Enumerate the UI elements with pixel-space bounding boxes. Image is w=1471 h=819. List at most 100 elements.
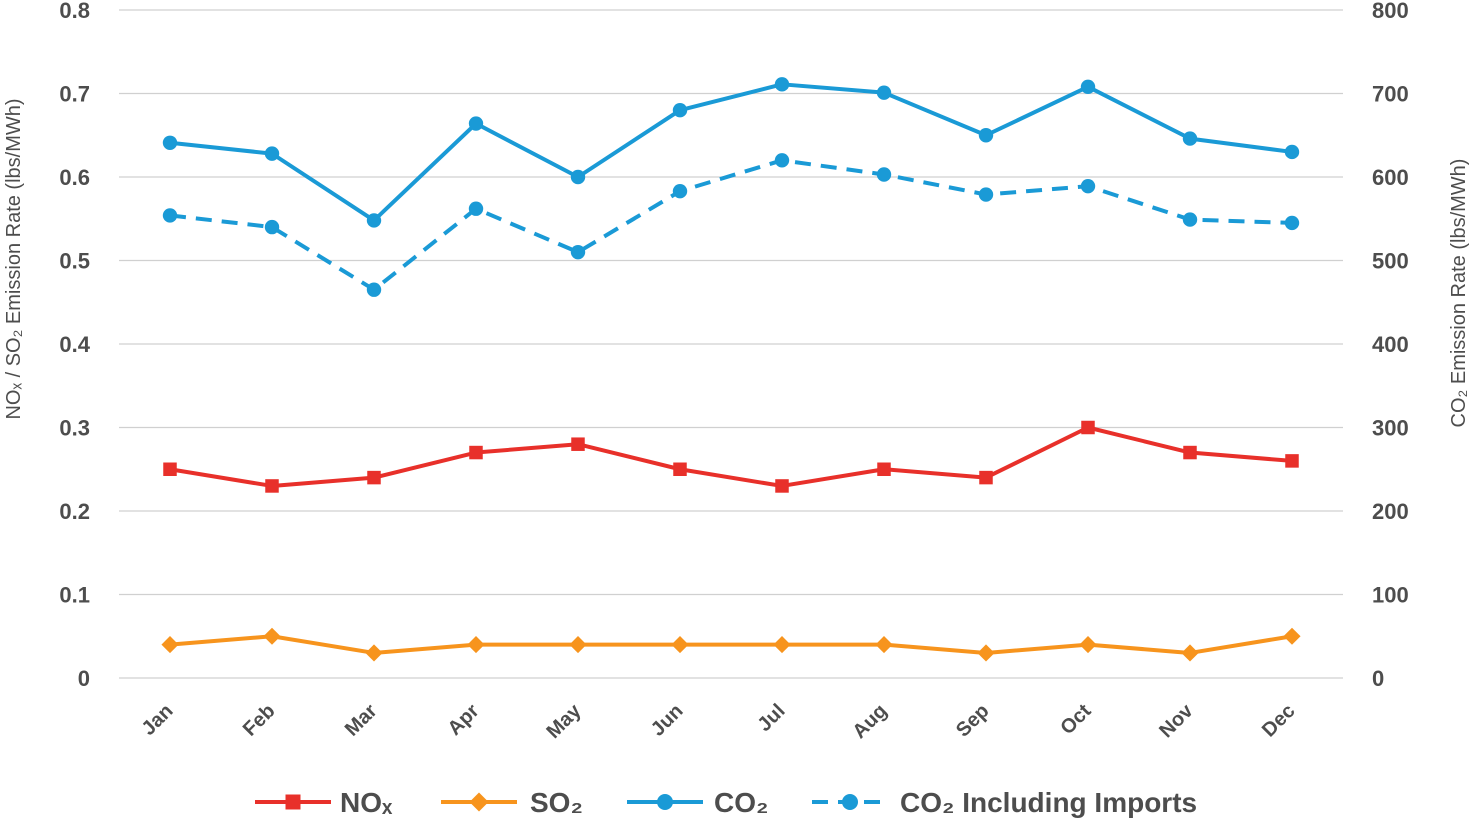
data-point-co2-including-imports bbox=[1284, 215, 1300, 231]
data-point-co2-including-imports bbox=[264, 219, 280, 235]
right-axis-title: CO₂ Emission Rate (lbs/MWh) bbox=[1448, 159, 1470, 428]
data-point-co2-including-imports bbox=[1182, 212, 1198, 227]
series-line-nox bbox=[169, 425, 1293, 488]
data-point-so2 bbox=[263, 627, 281, 645]
right-tick-label: 300 bbox=[1372, 416, 1409, 441]
left-tick-label: 0.3 bbox=[59, 416, 90, 441]
x-tick-label: Aug bbox=[848, 700, 891, 743]
data-point-co2 bbox=[468, 116, 484, 131]
data-point-co2 bbox=[1080, 79, 1096, 95]
left-tick-label: 0.5 bbox=[59, 249, 90, 274]
x-tick-label: Dec bbox=[1258, 700, 1300, 742]
legend-item-nox: NOₓ bbox=[255, 787, 393, 818]
left-tick-label: 0.2 bbox=[59, 499, 90, 524]
left-tick-label: 0.6 bbox=[59, 165, 90, 190]
series-line-co2-including-imports bbox=[169, 158, 1293, 292]
gridlines bbox=[119, 9, 1343, 679]
left-tick-label: 0 bbox=[78, 666, 90, 691]
data-point-nox bbox=[469, 445, 483, 460]
x-tick-label: Nov bbox=[1155, 699, 1198, 742]
data-point-co2-including-imports bbox=[978, 187, 994, 202]
x-tick-label: Sep bbox=[952, 700, 993, 741]
data-point-so2 bbox=[569, 636, 587, 654]
left-tick-label: 0.7 bbox=[59, 82, 90, 107]
data-point-co2 bbox=[672, 103, 688, 118]
x-tick-label: Jan bbox=[138, 700, 178, 740]
data-point-co2 bbox=[264, 146, 280, 161]
series-layer bbox=[161, 77, 1301, 662]
left-axis-ticks: 0 0.1 0.2 0.3 0.4 0.5 0.6 0.7 0.8 bbox=[59, 0, 90, 691]
right-tick-label: 800 bbox=[1372, 0, 1409, 23]
legend: NOₓ SO₂ CO₂ CO₂ Including Imports bbox=[255, 787, 1197, 818]
data-point-nox bbox=[1081, 420, 1095, 435]
series-so2 bbox=[161, 627, 1301, 662]
x-tick-label: Feb bbox=[239, 700, 280, 741]
data-point-so2 bbox=[1181, 644, 1199, 662]
data-point-so2 bbox=[977, 644, 995, 662]
legend-label: CO₂ bbox=[714, 787, 768, 818]
data-point-so2 bbox=[161, 636, 179, 654]
right-tick-label: 500 bbox=[1372, 249, 1409, 274]
data-point-so2 bbox=[773, 636, 791, 654]
x-tick-label: Mar bbox=[341, 700, 382, 741]
series-line-so2 bbox=[169, 634, 1293, 655]
series-nox bbox=[163, 420, 1299, 493]
legend-swatch-marker bbox=[842, 794, 858, 810]
right-axis-ticks: 0 100 200 300 400 500 600 700 800 bbox=[1372, 0, 1409, 691]
right-tick-label: 0 bbox=[1372, 666, 1384, 691]
data-point-nox bbox=[367, 470, 381, 485]
data-point-co2 bbox=[978, 128, 994, 143]
legend-swatch-marker bbox=[657, 794, 673, 810]
data-point-so2 bbox=[1079, 636, 1097, 654]
legend-label: SO₂ bbox=[530, 787, 583, 818]
x-tick-label: Jul bbox=[754, 700, 790, 736]
left-axis-title: NOₓ / SO₂ Emission Rate (lbs/MWh) bbox=[3, 98, 25, 419]
data-point-co2-including-imports bbox=[162, 208, 178, 223]
data-point-co2 bbox=[876, 85, 892, 100]
data-point-co2-including-imports bbox=[774, 153, 790, 168]
data-point-nox bbox=[1285, 454, 1299, 468]
right-tick-label: 100 bbox=[1372, 583, 1409, 608]
data-point-nox bbox=[163, 462, 177, 476]
right-tick-label: 700 bbox=[1372, 82, 1409, 107]
data-point-nox bbox=[877, 462, 891, 476]
data-point-so2 bbox=[671, 636, 689, 654]
right-tick-label: 200 bbox=[1372, 499, 1409, 524]
legend-swatch-marker bbox=[285, 794, 301, 810]
left-tick-label: 0.1 bbox=[59, 583, 90, 608]
data-point-co2-including-imports bbox=[672, 183, 688, 199]
data-point-co2-including-imports bbox=[366, 282, 382, 297]
legend-label: CO₂ Including Imports bbox=[900, 787, 1197, 818]
data-point-so2 bbox=[1283, 627, 1301, 645]
series-line-co2 bbox=[169, 82, 1293, 223]
data-point-co2 bbox=[570, 169, 586, 185]
data-point-so2 bbox=[875, 636, 893, 654]
left-tick-label: 0.4 bbox=[59, 332, 90, 357]
left-tick-label: 0.8 bbox=[59, 0, 90, 23]
legend-item-co2-including-imports: CO₂ Including Imports bbox=[812, 787, 1197, 818]
legend-label: NOₓ bbox=[340, 787, 393, 818]
series-co2 bbox=[162, 77, 1300, 228]
x-tick-label: Oct bbox=[1056, 700, 1095, 739]
data-point-co2 bbox=[774, 77, 790, 92]
x-tick-label: Jun bbox=[647, 700, 688, 741]
data-point-co2 bbox=[1284, 144, 1300, 160]
data-point-so2 bbox=[365, 644, 383, 662]
data-point-co2-including-imports bbox=[1080, 178, 1096, 194]
series-co2-including-imports bbox=[162, 153, 1300, 297]
legend-item-co2: CO₂ bbox=[627, 787, 768, 818]
data-point-nox bbox=[265, 479, 279, 493]
data-point-co2-including-imports bbox=[468, 201, 484, 216]
data-point-co2 bbox=[366, 213, 382, 228]
data-point-co2-including-imports bbox=[876, 167, 892, 182]
data-point-so2 bbox=[467, 636, 485, 654]
data-point-co2-including-imports bbox=[570, 244, 586, 260]
data-point-nox bbox=[571, 437, 585, 451]
x-tick-label: Apr bbox=[444, 700, 484, 740]
data-point-nox bbox=[775, 479, 789, 493]
right-tick-label: 600 bbox=[1372, 165, 1409, 190]
data-point-nox bbox=[979, 470, 993, 485]
x-axis-ticks: Jan Feb Mar Apr May Jun Jul Aug Sep Oct Nov Dec bbox=[138, 699, 1300, 743]
data-point-nox bbox=[1183, 445, 1197, 460]
